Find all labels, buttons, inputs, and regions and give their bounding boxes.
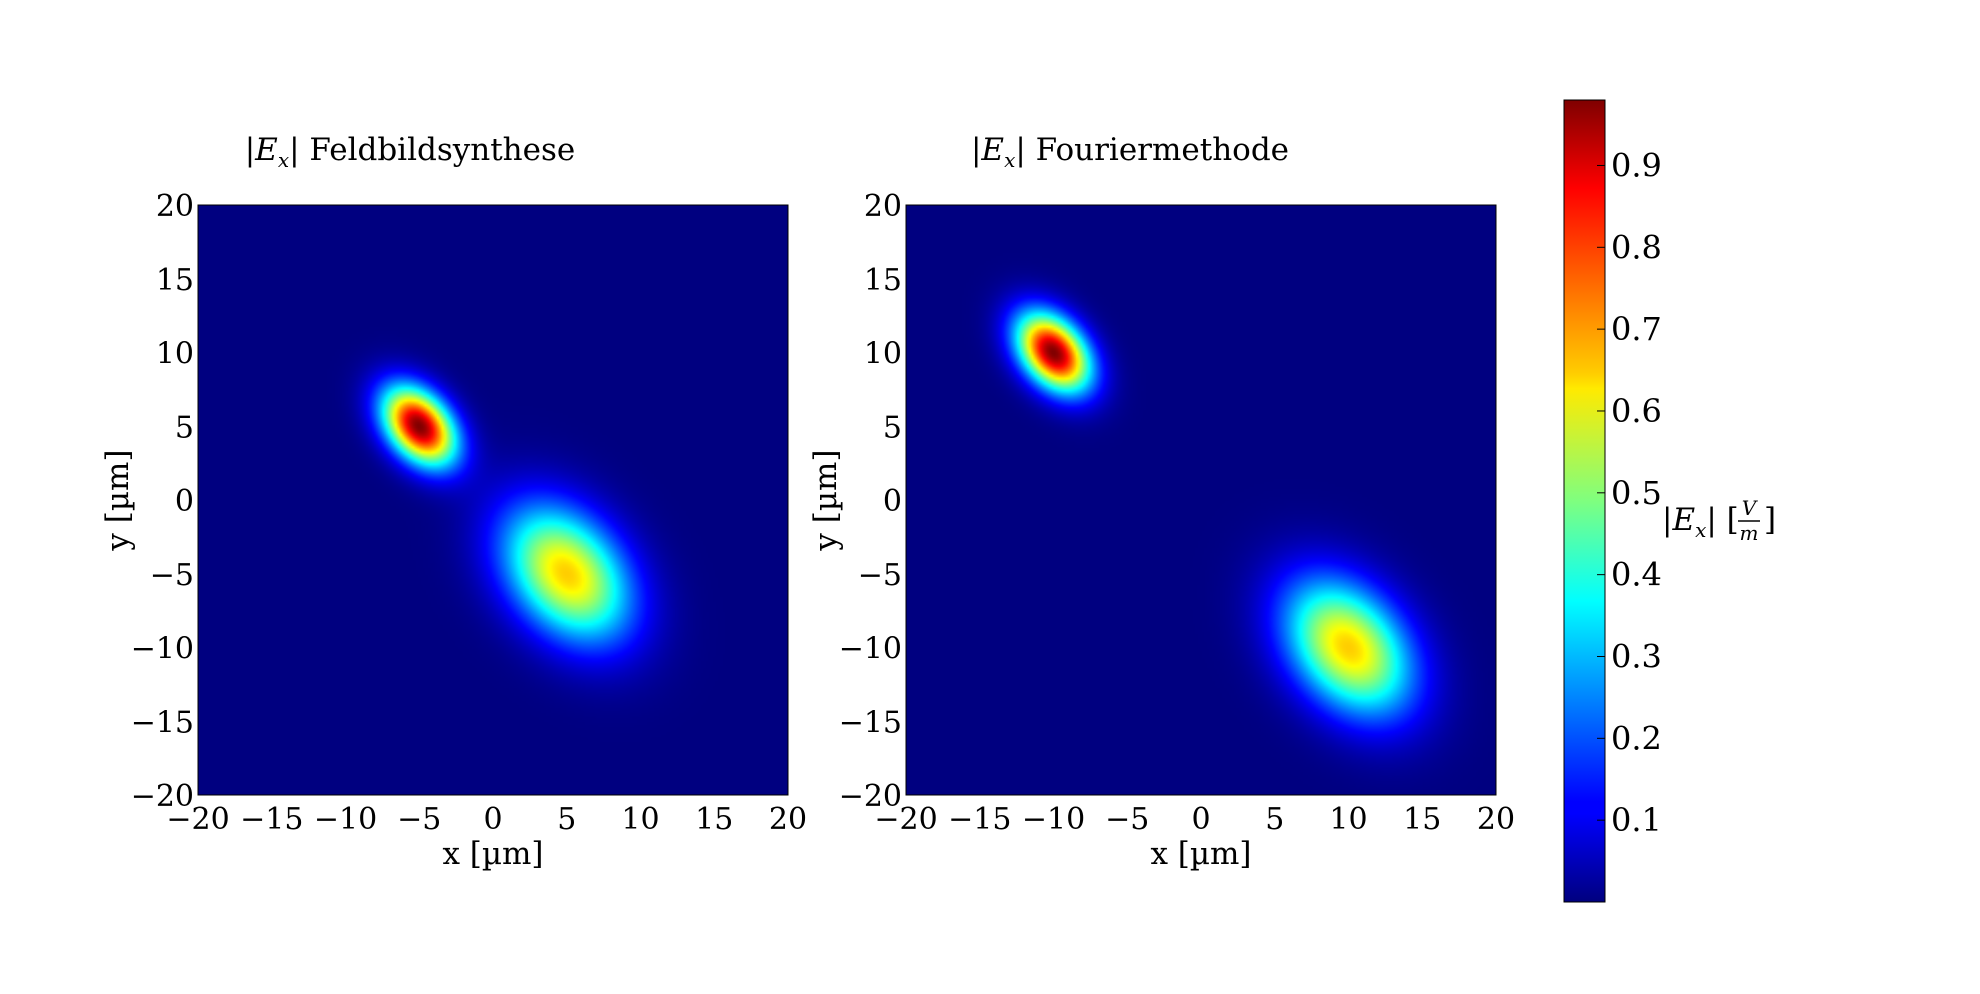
x-tick-label: −10: [1022, 802, 1085, 837]
colorbar-tick-label: 0.3: [1611, 637, 1662, 675]
x-tick-labels: −20 −15 −10 −5 0 5 10 15 20: [166, 802, 807, 837]
colorbar-tick-label: 0.5: [1611, 474, 1662, 512]
y-tick-label: 0: [175, 484, 194, 519]
panel-feldbildsynthese: |Ex| Feldbildsynthese −20 −15 −10 −5 0 5 10 15 2…: [100, 132, 807, 872]
x-tick-label: 10: [1329, 802, 1367, 837]
panel-fouriermethode: |Ex| Fouriermethode −20 −15 −10 −5 0 5 10 15 20 …: [808, 132, 1515, 872]
colorbar-tick-label: 0.1: [1611, 801, 1662, 839]
x-tick-label: 15: [1403, 802, 1441, 837]
y-tick-label: 10: [156, 337, 194, 372]
panel-title: |Ex| Feldbildsynthese: [245, 132, 576, 172]
y-tick-label: 5: [883, 410, 902, 445]
heatmap-image: [198, 205, 788, 795]
x-tick-label: 5: [1265, 802, 1284, 837]
y-tick-labels: −20 −15 −10 −5 0 5 10 15 20: [131, 189, 194, 814]
x-tick-label: 20: [769, 802, 807, 837]
x-tick-label: −15: [240, 802, 303, 837]
y-tick-label: −15: [839, 705, 902, 740]
y-axis-label: y [µm]: [808, 449, 844, 551]
y-tick-label: 5: [175, 410, 194, 445]
x-tick-label: 10: [621, 802, 659, 837]
x-tick-label: 0: [483, 802, 502, 837]
y-axis-label: y [µm]: [100, 449, 136, 551]
x-tick-label: −5: [397, 802, 441, 837]
y-tick-label: 20: [864, 189, 902, 224]
x-tick-label: 0: [1191, 802, 1210, 837]
y-tick-labels: −20 −15 −10 −5 0 5 10 15 20: [839, 189, 902, 814]
y-tick-label: −5: [150, 558, 194, 593]
colorbar-unit-numerator: V: [1742, 496, 1759, 520]
y-tick-label: 0: [883, 484, 902, 519]
x-tick-label: −15: [948, 802, 1011, 837]
plot-frame: [197, 204, 789, 796]
y-tick-label: 10: [864, 337, 902, 372]
colorbar-tick-label: 0.7: [1611, 310, 1662, 348]
heatmap-image: [906, 205, 1496, 795]
y-tick-label: −10: [839, 632, 902, 667]
y-tick-label: 20: [156, 189, 194, 224]
x-tick-label: −20: [166, 802, 229, 837]
x-tick-label: −20: [874, 802, 937, 837]
x-tick-label: −10: [314, 802, 377, 837]
y-tick-label: 15: [156, 263, 194, 298]
colorbar-unit-denominator: m: [1740, 521, 1759, 545]
x-tick-labels: −20 −15 −10 −5 0 5 10 15 20: [874, 802, 1515, 837]
y-tick-label: −20: [839, 779, 902, 814]
x-axis-label: x [µm]: [442, 836, 543, 872]
colorbar-tick-label: 0.6: [1611, 392, 1662, 430]
y-tick-label: −20: [131, 779, 194, 814]
y-tick-label: −10: [131, 632, 194, 667]
colorbar-tick-label: 0.4: [1611, 556, 1662, 594]
colorbar: 0.1 0.2 0.3 0.4 0.5 0.6 0.7 0.8 0.9 |Ex| [ V m ]: [1563, 99, 1776, 903]
panel-title: |Ex| Fouriermethode: [971, 132, 1289, 172]
colorbar-tick-label: 0.2: [1611, 719, 1662, 757]
plot-frame: [905, 204, 1497, 796]
x-tick-label: −5: [1105, 802, 1149, 837]
colorbar-label: |Ex| [: [1662, 502, 1739, 542]
x-axis-label: x [µm]: [1150, 836, 1251, 872]
colorbar-tick-label: 0.9: [1611, 146, 1662, 184]
y-tick-label: −5: [858, 558, 902, 593]
colorbar-tick-labels: 0.1 0.2 0.3 0.4 0.5 0.6 0.7 0.8 0.9: [1597, 146, 1662, 839]
x-tick-label: 20: [1477, 802, 1515, 837]
colorbar-label-bracket: ]: [1764, 502, 1776, 538]
y-tick-label: −15: [131, 705, 194, 740]
colorbar-gradient: [1563, 99, 1606, 903]
y-tick-label: 15: [864, 263, 902, 298]
x-tick-label: 5: [557, 802, 576, 837]
colorbar-tick-label: 0.8: [1611, 228, 1662, 266]
x-tick-label: 15: [695, 802, 733, 837]
